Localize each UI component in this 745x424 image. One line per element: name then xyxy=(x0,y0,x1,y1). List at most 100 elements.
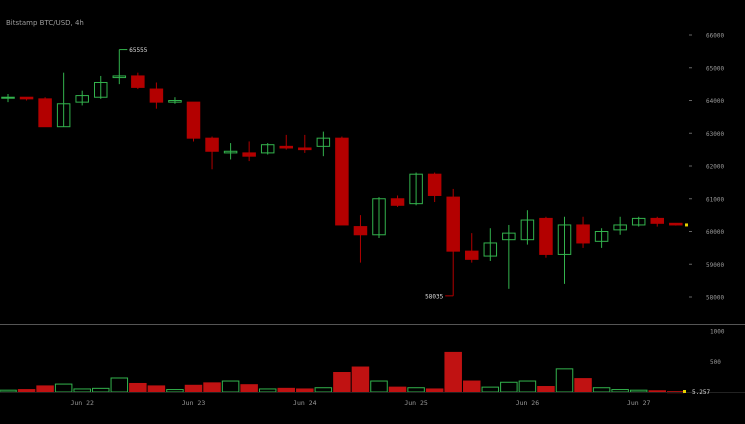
volume-bar xyxy=(221,380,240,393)
volume-bar xyxy=(147,385,166,393)
candle-body xyxy=(298,147,312,151)
candle-body xyxy=(594,231,609,242)
candle-body xyxy=(56,103,71,128)
price-tick-label: 60000 xyxy=(706,229,724,236)
volume-bar xyxy=(407,387,425,393)
candle-body xyxy=(205,137,219,152)
volume-bar xyxy=(629,389,648,393)
volume-bar xyxy=(73,388,91,393)
last-volume-label: 5.257 xyxy=(692,389,710,396)
volume-bar xyxy=(537,386,555,393)
volume-bar xyxy=(0,389,17,393)
volume-bar xyxy=(184,384,203,393)
candle-body xyxy=(669,222,683,226)
candle-body xyxy=(576,224,590,244)
price-tick-label: 58000 xyxy=(706,295,724,302)
volume-bar xyxy=(333,372,351,393)
candle-body xyxy=(186,101,201,139)
price-tick-label: 59000 xyxy=(706,262,724,269)
volume-bar xyxy=(481,386,500,393)
price-tick-label: 62000 xyxy=(706,164,724,171)
volume-bar xyxy=(500,381,518,393)
volume-bar xyxy=(518,380,537,393)
volume-bar xyxy=(592,387,611,393)
candle-body xyxy=(557,224,572,255)
volume-bar xyxy=(463,380,481,393)
candle-body xyxy=(613,224,627,231)
volume-bar xyxy=(388,386,407,393)
volume-bar xyxy=(314,387,333,393)
x-tick-label: Jun 24 xyxy=(293,399,317,407)
candle-body xyxy=(279,145,293,149)
x-tick-label: Jun 22 xyxy=(70,399,94,407)
volume-bar xyxy=(296,388,314,393)
candle-body xyxy=(112,75,127,79)
volume-bar xyxy=(611,389,629,393)
chart-title: Bitstamp BTC/USD, 4h xyxy=(6,19,84,27)
volume-layer xyxy=(0,351,685,394)
volume-bar xyxy=(17,389,36,393)
volume-bar xyxy=(54,383,73,393)
x-tick-label: Jun 26 xyxy=(516,399,540,407)
x-tick-label: Jun 23 xyxy=(182,399,206,407)
volume-bar xyxy=(555,368,574,393)
volume-bar xyxy=(277,387,295,393)
candle-body xyxy=(409,173,423,205)
volume-bar xyxy=(36,385,54,393)
volume-tick-label: 1000 xyxy=(710,329,725,336)
candle-body xyxy=(631,217,646,226)
candle-body xyxy=(539,217,553,255)
volume-bar xyxy=(444,351,462,393)
volume-bar xyxy=(166,389,184,393)
axis-layer: 66000 65000 64000 63000 62000 61000 60000 59000… xyxy=(0,33,745,407)
volume-bar xyxy=(110,377,129,393)
candle-body xyxy=(316,137,331,147)
candle-body xyxy=(94,81,108,98)
x-tick-label: Jun 27 xyxy=(627,399,651,407)
price-tick-label: 61000 xyxy=(706,196,724,203)
volume-bar xyxy=(92,387,110,393)
price-tick-label: 65000 xyxy=(706,65,724,72)
volume-bar xyxy=(574,378,592,393)
candle-body xyxy=(465,250,479,260)
volume-bar xyxy=(425,388,444,393)
candle-body xyxy=(168,100,182,103)
x-tick-label: Jun 25 xyxy=(404,399,428,407)
candle-body xyxy=(502,232,516,241)
candle-body xyxy=(390,198,405,206)
candle-body xyxy=(520,219,535,241)
volume-bar xyxy=(258,388,277,393)
candle-body xyxy=(260,144,275,154)
last-volume-marker xyxy=(683,390,686,393)
volume-bar xyxy=(240,384,258,393)
price-tick-label: 66000 xyxy=(706,33,724,40)
price-tick-label: 64000 xyxy=(706,98,724,105)
candle-body xyxy=(223,150,238,154)
volume-bar xyxy=(129,382,147,393)
candle-body xyxy=(75,95,89,103)
volume-tick-label: 500 xyxy=(710,359,721,366)
low-label: 58035 xyxy=(425,293,443,300)
candle-body xyxy=(335,137,349,226)
volume-bar xyxy=(351,366,370,393)
candle-body xyxy=(131,75,145,88)
candle-body xyxy=(38,98,52,128)
candles-layer xyxy=(1,49,683,296)
last-price-marker xyxy=(685,223,688,227)
candle-body xyxy=(650,217,664,224)
candle-body xyxy=(427,173,442,196)
price-tick-label: 63000 xyxy=(706,131,724,138)
volume-bar xyxy=(370,380,388,393)
candle-body xyxy=(1,96,15,99)
candle-body xyxy=(353,226,368,236)
high-label: 65555 xyxy=(129,47,147,54)
candle-body xyxy=(483,242,498,257)
volume-bar xyxy=(203,382,221,393)
candle-body xyxy=(446,196,460,252)
candle-body xyxy=(149,88,164,103)
candle-body xyxy=(372,198,386,236)
volume-bar xyxy=(648,390,666,393)
candle-body xyxy=(19,96,34,100)
